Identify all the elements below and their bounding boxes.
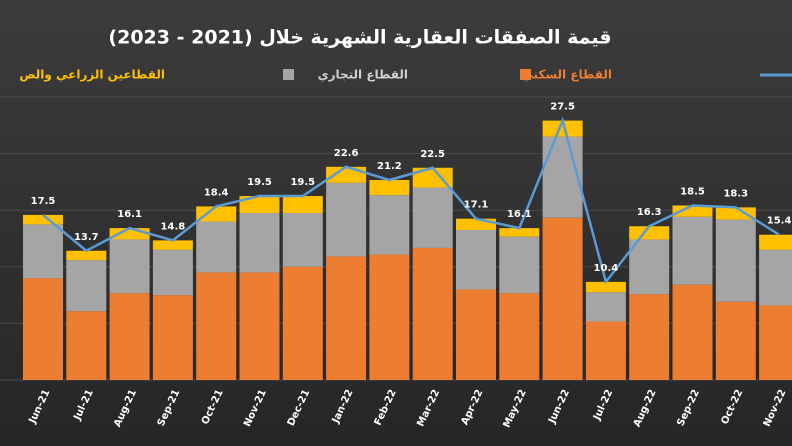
bar-segment [239,213,280,273]
bar-segment [412,187,453,248]
value-label: 18.3 [723,188,748,199]
value-label: 18.4 [204,187,229,198]
value-label: 18.5 [680,186,705,197]
legend-swatch [283,69,294,80]
legend-label: القطاع السكني [521,68,612,82]
bar-segment [499,228,540,237]
bar-segment [196,206,237,222]
bar-segment [759,305,792,380]
bar-segment [66,311,107,380]
bar-segment [542,136,583,218]
bar-segment [456,289,496,380]
value-label: 16.1 [117,209,142,220]
bar-segment [585,321,626,380]
bar-segment [715,207,756,220]
bar-segment [66,250,107,261]
bar-segment [282,266,323,380]
chart-title: قيمة الصفقات العقارية الشهرية خلال (2021… [108,27,611,49]
bar-segment [542,120,583,137]
bar-segment [369,254,410,380]
bar-segment [412,167,453,188]
bar-segment [152,240,193,250]
bar-segment [585,281,626,293]
bar-segment [629,239,670,295]
bar-segment [672,284,713,380]
bar-segment [369,195,410,255]
bar-segment [66,260,107,312]
bar-segment [629,294,670,380]
legend-swatch [520,69,531,80]
bar-segment [23,224,63,279]
bar-segment [542,217,583,380]
bar-segment [369,180,410,196]
value-label: 16.1 [507,209,532,220]
value-label: 10.4 [594,263,619,274]
bar-segment [672,205,713,217]
value-label: 17.1 [464,200,489,211]
legend-label: القطاعين الزراعي والص [19,68,165,83]
bar-segment [23,214,63,225]
bar-segment [239,196,280,214]
bar-segment [109,293,150,380]
bar-segment [672,216,713,285]
bar-segment [23,278,63,380]
value-label: 19.5 [290,177,315,188]
bar-segment [715,301,756,380]
value-label: 14.8 [161,221,186,232]
bar-segment [759,249,792,306]
bar-segment [715,219,756,302]
bar-segment [629,226,670,240]
bar-segment [282,213,323,267]
bar-segment [282,196,323,214]
total-line [42,116,780,285]
bar-segment [196,221,237,273]
bar-segment [585,292,626,322]
bar-segment [456,218,496,231]
bar-segment [759,234,792,250]
bar-segment [326,256,367,380]
legend-label: القطاع التجاري [318,68,408,82]
bar-segment [499,293,540,380]
bar-segment [326,182,367,257]
value-label: 16.3 [637,207,662,218]
value-label: 19.5 [247,177,272,188]
value-label: 22.5 [420,149,445,160]
bar-segment [109,239,150,294]
bar-segment [499,236,540,294]
bar-segment [196,272,237,380]
bar-segment [109,228,150,240]
bar-segment [239,272,280,380]
bar-segment [152,249,193,296]
value-label: 27.5 [550,102,575,113]
bar-segment [412,247,453,380]
bar-segment [152,295,193,380]
value-label: 15.4 [767,216,792,227]
value-label: 13.7 [74,232,99,243]
bar-segment [456,230,496,290]
value-label: 22.6 [334,148,359,159]
value-label: 17.5 [31,196,56,207]
value-label: 21.2 [377,161,402,172]
